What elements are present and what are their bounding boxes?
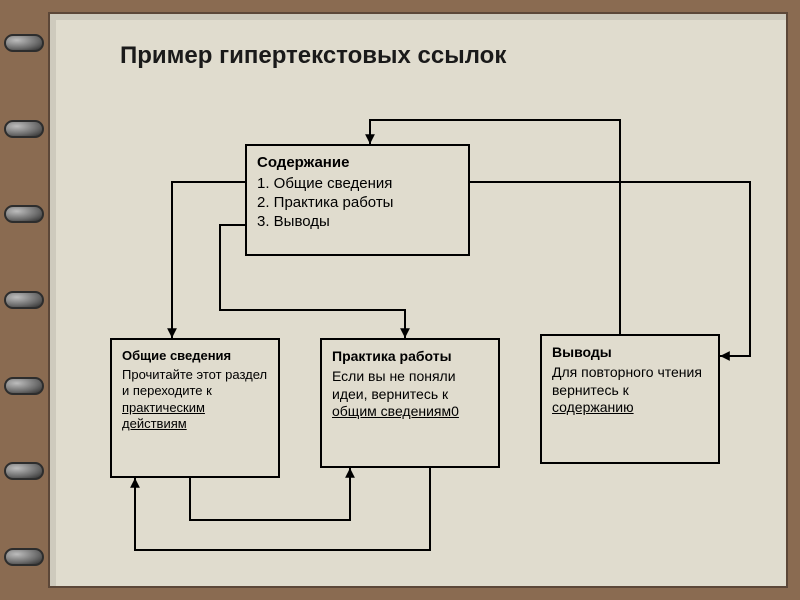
box-conclusions-text-pre: Для повторного чтения вернитесь к [552, 364, 702, 398]
slide-canvas: Пример гипертекстовых ссылок Содержание … [0, 0, 800, 600]
box-general-title: Общие сведения [122, 348, 268, 363]
binder-ring-icon [4, 34, 44, 52]
box-contents-body: 1. Общие сведения 2. Практика работы 3. … [257, 175, 458, 231]
box-general-text-pre: Прочитайте этот раздел и переходите к [122, 367, 267, 398]
contents-line-1: 1. Общие сведения [257, 175, 458, 194]
box-contents-title: Содержание [257, 154, 458, 171]
box-conclusions: Выводы Для повторного чтения вернитесь к… [540, 334, 720, 464]
binder-ring-icon [4, 291, 44, 309]
binder-ring-icon [4, 377, 44, 395]
box-practice-title: Практика работы [332, 348, 488, 364]
binder-ring-icon [4, 120, 44, 138]
box-conclusions-body: Для повторного чтения вернитесь к содерж… [552, 364, 708, 417]
box-conclusions-link[interactable]: содержанию [552, 399, 634, 415]
binder-ring-icon [4, 205, 44, 223]
page-title: Пример гипертекстовых ссылок [120, 42, 506, 70]
box-conclusions-title: Выводы [552, 344, 708, 360]
box-general-body: Прочитайте этот раздел и переходите к пр… [122, 367, 268, 432]
page: Пример гипертекстовых ссылок [48, 12, 788, 588]
contents-line-3: 3. Выводы [257, 213, 458, 232]
box-contents: Содержание 1. Общие сведения 2. Практика… [245, 144, 470, 256]
contents-line-2: 2. Практика работы [257, 194, 458, 213]
box-practice-text-pre: Если вы не поняли идеи, вернитесь к [332, 368, 456, 402]
box-general-link[interactable]: практическим действиям [122, 400, 205, 431]
box-practice-link[interactable]: общим сведениям0 [332, 403, 459, 419]
binder-ring-icon [4, 548, 44, 566]
binder-band [0, 0, 48, 600]
box-practice-body: Если вы не поняли идеи, вернитесь к общи… [332, 368, 488, 421]
binder-ring-icon [4, 462, 44, 480]
box-practice: Практика работы Если вы не поняли идеи, … [320, 338, 500, 468]
box-general: Общие сведения Прочитайте этот раздел и … [110, 338, 280, 478]
